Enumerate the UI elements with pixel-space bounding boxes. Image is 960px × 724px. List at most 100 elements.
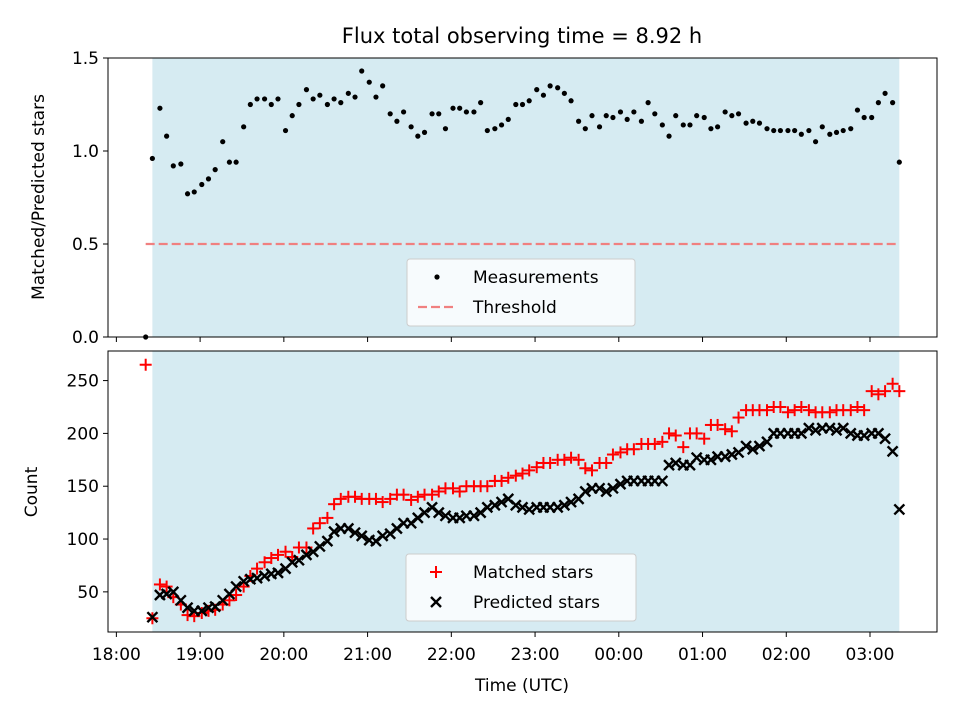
measurement-point (819, 124, 825, 130)
bottom-y-tick-label: 250 (67, 372, 99, 392)
matched-star-marker (586, 464, 599, 477)
matched-star-marker (223, 594, 236, 607)
matched-star-marker (251, 562, 264, 575)
top-plot-frame (107, 57, 938, 338)
top-y-ticks: 0.0 0.5 1.0 1.5 (72, 49, 108, 348)
measurement-point (694, 113, 700, 119)
matched-star-marker (453, 485, 466, 498)
predicted-star-marker-b (746, 443, 759, 456)
legend-measurements-label: Measurements (473, 268, 599, 288)
matched-star-marker (502, 471, 515, 484)
predicted-star-marker (293, 554, 305, 567)
top-y-tick-label: 1.5 (72, 49, 99, 69)
measurement-point (861, 114, 867, 121)
matched-star-marker (606, 448, 619, 461)
predicted-star-marker (809, 424, 822, 437)
predicted-star-marker-b (656, 475, 669, 487)
predicted-star-marker (844, 427, 857, 440)
measurement-point (589, 113, 595, 119)
measurement-point (247, 101, 253, 108)
predicted-star-marker (893, 503, 906, 516)
bottom-x-axis-label: Time (UTC) (474, 676, 569, 696)
matched-star-marker (865, 385, 878, 398)
measurement-point (421, 129, 428, 135)
measurement-point (289, 113, 295, 119)
bottom-x-tick-label: 22:00 (427, 645, 476, 665)
measurement-point (792, 127, 798, 134)
measurement-point (492, 126, 498, 132)
predicted-star-marker (614, 478, 627, 490)
measurement-point (687, 122, 693, 128)
measurement-point (596, 124, 603, 130)
matched-star-marker (516, 467, 529, 480)
measurement-point (345, 90, 351, 96)
measurement-point (366, 79, 372, 85)
measurement-point (282, 127, 289, 134)
predicted-star-marker (286, 556, 299, 569)
measurement-point (833, 129, 840, 135)
measurement-point (764, 126, 770, 132)
measurement-point (708, 126, 714, 132)
predicted-star-marker (195, 605, 208, 617)
predicted-star-marker (495, 496, 508, 508)
measurement-point (771, 127, 777, 134)
predicted-star-marker-b (761, 436, 773, 448)
predicted-star-marker-b (418, 506, 431, 519)
legend-matched-marker (430, 566, 442, 578)
predicted-star-marker (146, 611, 159, 624)
measurement-point (233, 159, 239, 165)
predicted-star-marker-b (886, 445, 899, 458)
measurement-point (463, 109, 469, 115)
measurement-point (268, 101, 274, 108)
predicted-star-marker-b (376, 530, 389, 542)
measurement-point (478, 100, 484, 106)
matched-star-marker (405, 493, 418, 506)
predicted-star-marker-b (495, 496, 508, 508)
matched-star-marker (886, 377, 899, 390)
measurement-point (882, 90, 888, 96)
matched-star-marker (349, 490, 362, 503)
measurement-point (387, 111, 393, 117)
top-y-tick-label: 1.0 (72, 142, 99, 162)
predicted-star-marker-b (837, 422, 850, 434)
predicted-star-marker (314, 540, 326, 553)
matched-star-marker (677, 441, 690, 454)
measurement-point (735, 111, 742, 117)
measurement-point (561, 90, 567, 96)
bottom-y-tick-label: 50 (77, 583, 99, 603)
matched-star-marker (802, 404, 815, 417)
measurement-point (848, 126, 854, 132)
predicted-star-marker-b (258, 570, 271, 582)
measurement-point (317, 92, 323, 98)
predicted-star-marker (565, 496, 577, 508)
measurement-point (324, 101, 330, 108)
predicted-star-marker (418, 506, 431, 519)
measurement-point (170, 163, 176, 169)
predicted-star-marker (753, 440, 766, 452)
matched-star-marker (719, 423, 732, 436)
measurement-point (680, 122, 686, 128)
measurement-point (729, 113, 735, 119)
predicted-star-marker-b (195, 605, 208, 617)
matched-star-marker (258, 556, 271, 569)
predicted-star-marker (725, 448, 738, 461)
measurement-point (484, 127, 490, 134)
measurement-point (275, 96, 281, 102)
predicted-star-marker-b (705, 453, 717, 466)
measurement-point (715, 124, 721, 130)
predicted-stars-points (146, 422, 906, 624)
bottom-y-axis-label: Count (22, 466, 42, 517)
measurement-point (199, 181, 205, 188)
legend-predicted-label: Predicted stars (473, 593, 600, 613)
measurement-point (896, 159, 902, 165)
predicted-star-marker-b (237, 575, 250, 588)
predicted-star-marker-b (167, 586, 180, 598)
measurement-point (442, 126, 449, 132)
predicted-star-marker (258, 570, 271, 582)
measurement-point (519, 101, 526, 108)
measurement-point (415, 133, 421, 139)
bottom-x-tick-label: 21:00 (343, 645, 392, 665)
matched-star-marker (369, 492, 382, 505)
measurement-point (624, 116, 630, 122)
matched-star-marker (879, 385, 892, 398)
